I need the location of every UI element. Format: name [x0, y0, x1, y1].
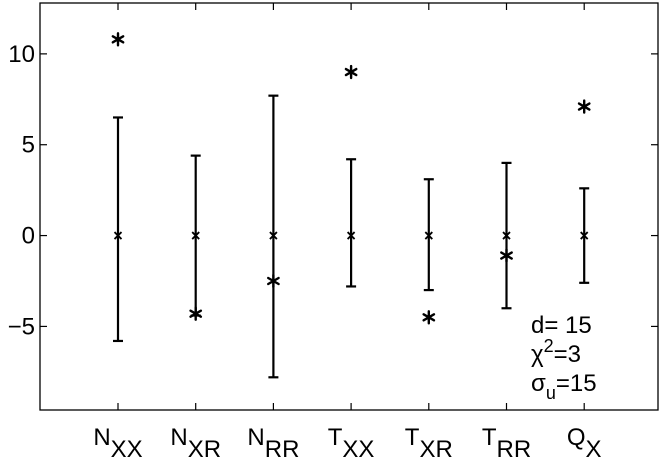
errorbar — [113, 116, 123, 343]
x-axis: NXX NXR NRR TXX TXR TRR QX — [93, 3, 602, 463]
y-tick-label: 5 — [22, 132, 35, 159]
y-tick-label: 10 — [8, 41, 35, 68]
y-tick-label: −5 — [8, 313, 35, 340]
annotation-line: σu=15 — [531, 370, 597, 403]
x-tick-label: QX — [567, 424, 602, 463]
asterisk-point — [422, 310, 436, 325]
y-tick-label: 0 — [22, 223, 35, 250]
x-tick-label: TXR — [405, 424, 453, 463]
x-tick-label: NRR — [247, 424, 299, 463]
asterisk-point — [500, 248, 513, 263]
x-tick-label: NXX — [93, 424, 142, 463]
x-tick-label: TRR — [482, 424, 531, 463]
asterisk-point — [344, 64, 358, 80]
errorbar — [501, 161, 512, 310]
errorbar — [346, 158, 357, 288]
annotation-line: χ2=3 — [531, 336, 581, 368]
y-axis: −5 0 5 10 — [8, 41, 658, 340]
errorbar — [268, 94, 279, 379]
x-tick-label: NXR — [170, 424, 221, 463]
asterisk-series — [111, 32, 591, 325]
asterisk-point — [189, 306, 203, 321]
asterisk-point — [267, 273, 280, 289]
x-tick-label: TXX — [328, 424, 375, 463]
asterisk-point — [577, 99, 591, 114]
errorbar — [423, 178, 434, 292]
annotation-line: d= 15 — [531, 312, 592, 339]
asterisk-point — [111, 32, 125, 47]
errorbar — [579, 187, 590, 284]
